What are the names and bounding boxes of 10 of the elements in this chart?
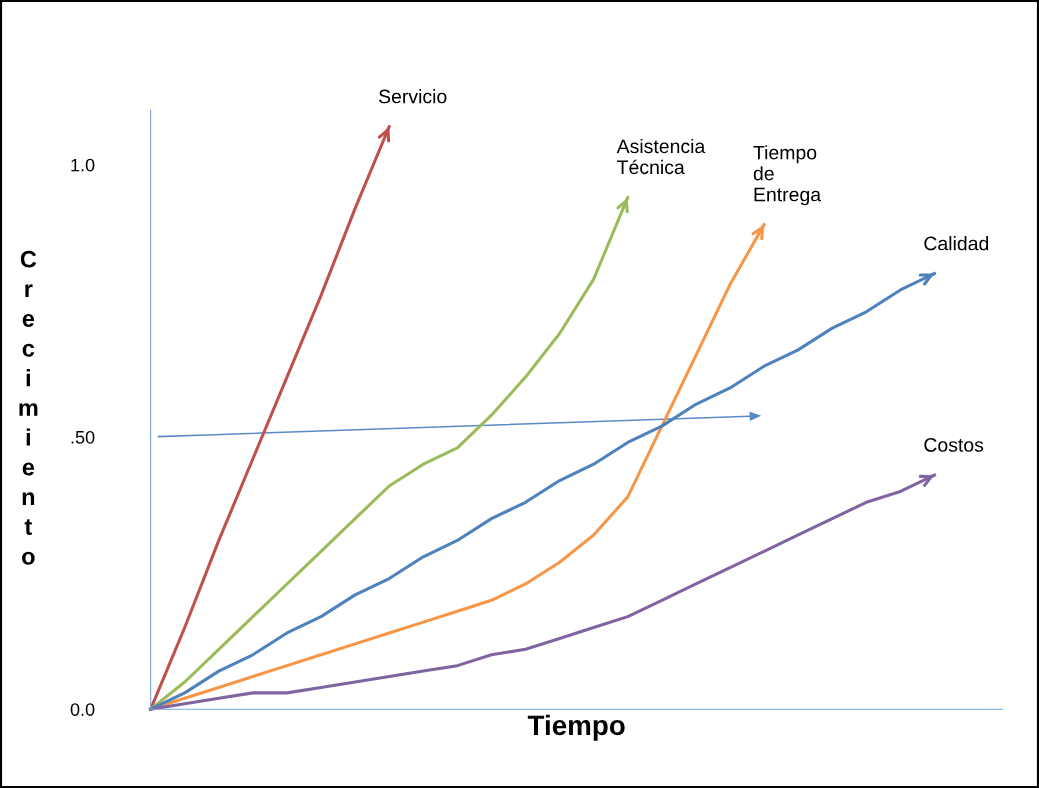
series-label: Servicio [378, 89, 447, 104]
y-tick-label: 0.0 [70, 703, 95, 716]
y-tick-label: 1.0 [71, 158, 95, 172]
text: Crecimiento [19, 250, 38, 565]
series-label: Asistencia Técnica [616, 138, 706, 175]
series-label: Calidad [924, 236, 989, 251]
y-tick-label: .50 [71, 430, 95, 444]
series-label: Costos [924, 438, 984, 452]
series-label: Tiempo de Entrega [753, 145, 822, 206]
x-axis-title: Tiempo [527, 714, 625, 741]
